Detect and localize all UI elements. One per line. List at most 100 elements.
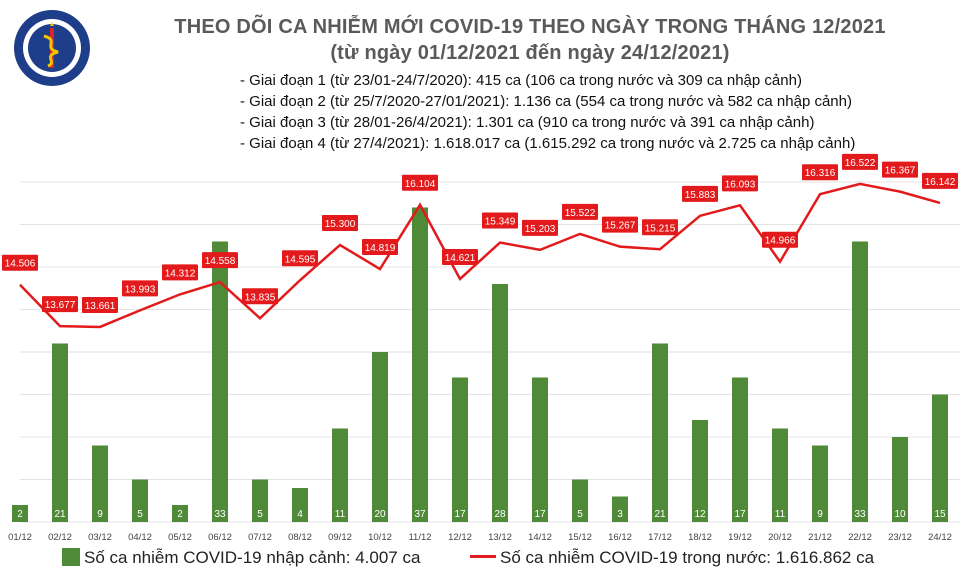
x-tick-label: 23/12: [888, 532, 912, 543]
line-label-box: [282, 250, 318, 267]
x-tick-label: 17/12: [648, 532, 672, 543]
line-value-label: 15.215: [645, 223, 676, 234]
bar-imported: [372, 352, 388, 522]
line-value-label: 15.300: [325, 219, 356, 230]
x-tick-label: 03/12: [88, 532, 112, 543]
bar-value-label: 12: [694, 509, 706, 520]
bar-imported: [692, 420, 708, 522]
line-label-box: [482, 212, 518, 229]
legend-domestic-label: Số ca nhiễm COVID-19 trong nước: 1.616.8…: [500, 548, 875, 567]
bar-value-label: 33: [854, 509, 866, 520]
bar-value-label: 9: [817, 509, 823, 520]
bar-imported: [492, 284, 508, 522]
x-tick-label: 04/12: [128, 532, 152, 543]
stage-2-text: - Giai đoạn 2 (từ 25/7/2020-27/01/2021):…: [240, 93, 852, 110]
bar-value-label: 11: [775, 509, 786, 520]
bar-imported: [772, 428, 788, 522]
x-tick-label: 22/12: [848, 532, 872, 543]
line-value-label: 14.558: [205, 256, 236, 267]
x-tick-label: 05/12: [168, 532, 192, 543]
line-label-box: [642, 219, 678, 236]
legend-imported: Số ca nhiễm COVID-19 nhập cảnh: 4.007 ca: [62, 548, 420, 568]
bar-imported: [92, 445, 108, 522]
bar-value-label: 21: [654, 509, 666, 520]
line-value-label: 13.835: [245, 292, 276, 303]
chart-title: THEO DÕI CA NHIỄM MỚI COVID-19 THEO NGÀY…: [174, 16, 886, 38]
bar-value-label: 10: [894, 509, 906, 520]
x-tick-label: 08/12: [288, 532, 312, 543]
x-tick-label: 24/12: [928, 532, 952, 543]
bar-imported: [172, 505, 188, 522]
line-value-label: 16.316: [805, 168, 836, 179]
bar-value-label: 3: [617, 509, 623, 520]
bar-imported: [892, 437, 908, 522]
bar-imported: [852, 241, 868, 522]
bar-value-label: 17: [734, 509, 746, 520]
legend-bar-swatch: [62, 548, 80, 566]
line-value-label: 14.506: [5, 259, 36, 270]
line-value-label: 15.883: [685, 190, 716, 201]
bar-imported: [332, 428, 348, 522]
line-value-label: 15.349: [485, 217, 516, 228]
line-label-box: [42, 296, 78, 313]
legend-domestic: Số ca nhiễm COVID-19 trong nước: 1.616.8…: [470, 548, 874, 568]
line-value-label: 14.621: [445, 253, 476, 264]
x-tick-label: 09/12: [328, 532, 352, 543]
line-label-box: [882, 161, 918, 178]
x-tick-label: 20/12: [768, 532, 792, 543]
line-label-box: [682, 185, 718, 202]
line-value-label: 15.522: [565, 208, 596, 219]
line-label-box: [722, 175, 758, 192]
bar-imported: [292, 488, 308, 522]
x-tick-label: 19/12: [728, 532, 752, 543]
bar-imported: [732, 377, 748, 522]
x-tick-label: 21/12: [808, 532, 832, 543]
bar-value-label: 17: [454, 509, 466, 520]
stage-summary: - Giai đoạn 1 (từ 23/01-24/7/2020): 415 …: [240, 70, 855, 154]
line-value-label: 16.104: [405, 179, 436, 190]
bar-value-label: 2: [17, 509, 23, 520]
line-label-box: [242, 288, 278, 305]
x-tick-label: 13/12: [488, 532, 512, 543]
chart-plot: 2 01/12 21 02/12 9 03/12 5 04/12 2 05/12 33 06/12 5 0…: [2, 153, 960, 543]
bar-value-label: 5: [137, 509, 143, 520]
bar-imported: [412, 207, 428, 522]
chart-subtitle: (từ ngày 01/12/2021 đến ngày 24/12/2021): [330, 42, 730, 64]
line-label-box: [602, 216, 638, 233]
line-value-label: 15.203: [525, 224, 556, 235]
x-tick-label: 11/12: [408, 532, 431, 543]
line-value-label: 14.966: [765, 236, 796, 247]
bar-imported: [12, 505, 28, 522]
bar-imported: [212, 241, 228, 522]
x-tick-label: 12/12: [448, 532, 472, 543]
line-value-label: 13.993: [125, 284, 156, 295]
bar-value-label: 5: [577, 509, 583, 520]
line-value-label: 14.312: [165, 268, 196, 279]
line-label-box: [562, 203, 598, 220]
x-tick-label: 06/12: [208, 532, 232, 543]
bar-imported: [652, 343, 668, 522]
line-label-box: [842, 153, 878, 170]
line-value-label: 14.819: [365, 243, 396, 254]
bar-value-label: 4: [297, 509, 303, 520]
bar-value-label: 11: [335, 509, 346, 520]
legend-imported-label: Số ca nhiễm COVID-19 nhập cảnh: 4.007 ca: [84, 548, 421, 567]
x-tick-label: 14/12: [528, 532, 552, 543]
bar-imported: [612, 496, 628, 522]
bar-value-label: 5: [257, 509, 263, 520]
ministry-of-health-logo: [14, 10, 90, 86]
line-domestic: [19, 182, 941, 329]
bar-imported: [572, 479, 588, 522]
bar-value-label: 17: [534, 509, 546, 520]
stage-3-text: - Giai đoạn 3 (từ 28/01-26/4/2021): 1.30…: [240, 114, 815, 131]
stage-4-text: - Giai đoạn 4 (từ 27/4/2021): 1.618.017 …: [240, 135, 856, 152]
x-tick-label: 02/12: [48, 532, 72, 543]
line-label-box: [922, 172, 958, 189]
line-label-box: [522, 219, 558, 236]
line-label-box: [762, 231, 798, 248]
line-label-box: [802, 164, 838, 181]
bar-value-label: 9: [97, 509, 103, 520]
line-label-box: [82, 296, 118, 313]
line-label-box: [2, 254, 38, 271]
bar-imported: [932, 394, 948, 522]
